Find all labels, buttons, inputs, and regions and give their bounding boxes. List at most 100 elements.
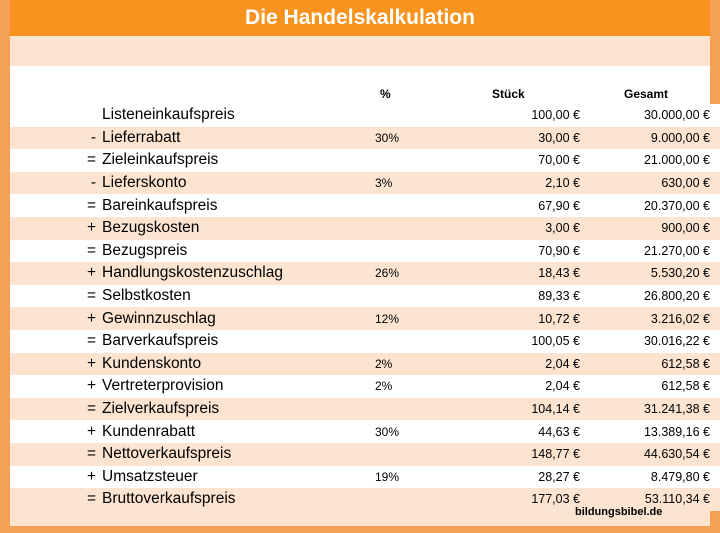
- row-percent: 19%: [375, 469, 400, 484]
- row-gesamt: 630,00 €: [584, 171, 720, 195]
- row-label: Kundenrabatt: [102, 422, 196, 440]
- row-label: Bezugspreis: [102, 241, 188, 259]
- row-label-cell: = Selbstkosten: [10, 284, 365, 308]
- row-label: Lieferrabatt: [102, 128, 181, 146]
- row-percent-cell: [365, 397, 445, 421]
- row-gesamt: 26.800,20 €: [584, 284, 720, 308]
- row-label-cell: Listeneinkaufspreis: [10, 104, 365, 127]
- row-label-cell: = Barverkaufspreis: [10, 329, 365, 353]
- row-stueck: 70,00 €: [445, 149, 584, 172]
- row-stueck: 67,90 €: [445, 194, 584, 217]
- row-label: Bareinkaufspreis: [102, 196, 218, 214]
- row-percent: 26%: [375, 266, 400, 281]
- row-operator: +: [86, 467, 96, 485]
- row-gesamt: 44.630,54 €: [584, 442, 720, 466]
- table-row: - Lieferrabatt 30% 30,00 €9.000,00 €: [10, 126, 720, 150]
- table-row: + Umsatzsteuer 19% 28,27 €8.479,80 €: [10, 465, 720, 489]
- row-label: Listeneinkaufspreis: [102, 106, 235, 124]
- row-percent: 2%: [375, 379, 393, 394]
- row-operator: =: [86, 196, 96, 214]
- source-label: bildungsbibel.de: [575, 506, 663, 518]
- row-operator: +: [86, 309, 96, 327]
- table-row: Listeneinkaufspreis 100,00 €30.000,00 €: [10, 104, 720, 127]
- table-row: + Gewinnzuschlag 12% 10,72 €3.216,02 €: [10, 307, 720, 330]
- row-label-cell: + Handlungskostenzuschlag: [10, 262, 365, 285]
- row-label: Kundenskonto: [102, 354, 202, 372]
- row-gesamt: 20.370,00 €: [584, 194, 720, 217]
- row-stueck: 70,90 €: [445, 239, 584, 263]
- row-operator: -: [90, 174, 96, 192]
- row-label: Handlungskostenzuschlag: [102, 264, 283, 282]
- row-label-cell: = Bezugspreis: [10, 239, 365, 263]
- blank-row: [10, 36, 710, 66]
- row-label-cell: + Gewinnzuschlag: [10, 307, 365, 330]
- row-percent-cell: 12%: [365, 307, 445, 330]
- row-stueck: 28,27 €: [445, 465, 584, 489]
- row-percent-cell: [365, 104, 445, 127]
- row-percent-cell: 3%: [365, 171, 445, 195]
- row-percent-cell: 2%: [365, 352, 445, 376]
- row-gesamt: 612,58 €: [584, 375, 720, 398]
- row-gesamt: 13.389,16 €: [584, 420, 720, 443]
- table-row: = Zieleinkaufspreis 70,00 €21.000,00 €: [10, 149, 720, 172]
- row-label: Vertreterprovision: [102, 377, 224, 395]
- row-label-cell: - Lieferskonto: [10, 171, 365, 195]
- row-percent-cell: [365, 284, 445, 308]
- row-stueck: 44,63 €: [445, 420, 584, 443]
- row-gesamt: 30.016,22 €: [584, 329, 720, 353]
- row-percent-cell: [365, 329, 445, 353]
- row-gesamt: 3.216,02 €: [584, 307, 720, 330]
- row-operator: =: [86, 332, 96, 350]
- row-gesamt: 612,58 €: [584, 352, 720, 376]
- row-gesamt: 53.110,34 €: [584, 488, 720, 511]
- row-label-cell: = Bareinkaufspreis: [10, 194, 365, 217]
- row-operator: +: [86, 377, 96, 395]
- row-label-cell: = Zieleinkaufspreis: [10, 149, 365, 172]
- row-stueck: 104,14 €: [445, 397, 584, 421]
- row-percent-cell: [365, 216, 445, 240]
- row-stueck: 89,33 €: [445, 284, 584, 308]
- row-percent-cell: [365, 488, 445, 511]
- row-percent: 2%: [375, 356, 393, 371]
- table-row: = Bruttoverkaufspreis 177,03 €53.110,34 €: [10, 488, 720, 511]
- row-label: Bezugskosten: [102, 219, 200, 237]
- row-label-cell: = Zielverkaufspreis: [10, 397, 365, 421]
- row-gesamt: 31.241,38 €: [584, 397, 720, 421]
- row-label: Nettoverkaufspreis: [102, 445, 232, 463]
- table-row: + Kundenrabatt 30% 44,63 €13.389,16 €: [10, 420, 720, 443]
- row-gesamt: 21.000,00 €: [584, 149, 720, 172]
- row-label: Umsatzsteuer: [102, 467, 198, 485]
- row-stueck: 18,43 €: [445, 262, 584, 285]
- row-label: Bruttoverkaufspreis: [102, 490, 236, 508]
- row-label: Gewinnzuschlag: [102, 309, 216, 327]
- header-gesamt: Gesamt: [624, 87, 669, 101]
- row-operator: +: [86, 422, 96, 440]
- row-operator: =: [86, 445, 96, 463]
- row-percent-cell: [365, 442, 445, 466]
- table-row: + Handlungskostenzuschlag 26% 18,43 €5.530,…: [10, 262, 720, 285]
- table-row: = Bareinkaufspreis 67,90 €20.370,00 €: [10, 194, 720, 217]
- row-gesamt: 9.000,00 €: [584, 126, 720, 150]
- row-label-cell: = Nettoverkaufspreis: [10, 442, 365, 466]
- table-row: = Bezugspreis 70,90 €21.270,00 €: [10, 239, 720, 263]
- row-label: Selbstkosten: [102, 287, 191, 305]
- row-percent: 30%: [375, 424, 400, 439]
- table-row: = Barverkaufspreis 100,05 €30.016,22 €: [10, 329, 720, 353]
- row-operator: =: [86, 241, 96, 259]
- row-label-cell: + Umsatzsteuer: [10, 465, 365, 489]
- row-percent-cell: 2%: [365, 375, 445, 398]
- row-operator: +: [86, 219, 96, 237]
- row-label: Zielverkaufspreis: [102, 400, 220, 418]
- row-stueck: 148,77 €: [445, 442, 584, 466]
- row-percent-cell: [365, 194, 445, 217]
- header-stueck: Stück: [492, 87, 525, 101]
- row-percent: 12%: [375, 311, 400, 326]
- row-gesamt: 21.270,00 €: [584, 239, 720, 263]
- row-label-cell: + Vertreterprovision: [10, 375, 365, 398]
- table-row: - Lieferskonto 3% 2,10 €630,00 €: [10, 171, 720, 195]
- row-gesamt: 900,00 €: [584, 216, 720, 240]
- row-label-cell: + Bezugskosten: [10, 216, 365, 240]
- row-operator: =: [86, 490, 96, 508]
- row-stueck: 2,04 €: [445, 352, 584, 376]
